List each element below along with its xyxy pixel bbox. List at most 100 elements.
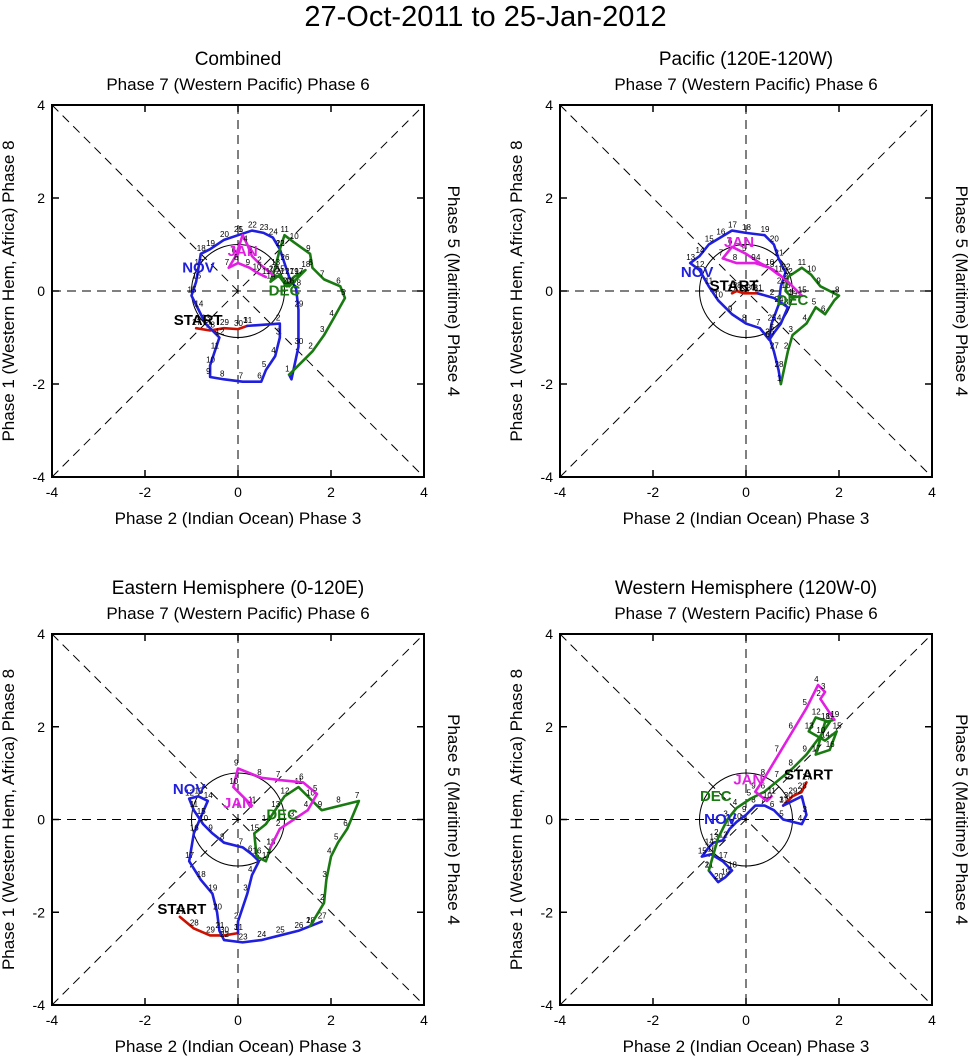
day-label: 7 <box>761 796 766 805</box>
start-label: START <box>157 901 206 918</box>
x-tick-label: 4 <box>928 1012 936 1028</box>
day-label: 30 <box>234 319 243 328</box>
x-tick-label: 0 <box>234 1012 242 1028</box>
panel-title: Combined <box>195 49 282 70</box>
series-line-oct <box>178 915 240 937</box>
day-label: 31 <box>243 316 252 325</box>
day-label: 13 <box>201 314 210 323</box>
day-label: 4 <box>304 800 309 809</box>
day-label: 2 <box>276 819 281 828</box>
right-phase-label: Phase 5 (Maritime) Phase 4 <box>952 714 971 925</box>
day-label: 5 <box>742 244 747 253</box>
month-label: DEC <box>269 283 301 300</box>
day-label: 6 <box>770 800 775 809</box>
x-tick-label: -4 <box>554 484 567 500</box>
y-tick-label: -4 <box>33 469 46 485</box>
day-label: 6 <box>789 721 794 730</box>
day-label: 11 <box>211 341 220 350</box>
y-tick-label: 2 <box>37 719 45 735</box>
day-label: 6 <box>248 844 253 853</box>
day-label: 13 <box>782 281 791 290</box>
day-label: 26 <box>765 328 774 337</box>
day-label: 5 <box>812 297 817 306</box>
y-tick-label: 4 <box>545 626 553 642</box>
start-label: START <box>710 277 759 294</box>
x-tick-label: -4 <box>554 1012 567 1028</box>
day-label: 11 <box>726 819 735 828</box>
day-label: 18 <box>197 870 206 879</box>
day-label: 9 <box>802 745 807 754</box>
day-label: 10 <box>733 812 742 821</box>
day-label: 11 <box>262 267 271 276</box>
x-tick-label: -2 <box>139 484 152 500</box>
y-tick-label: -2 <box>541 376 554 392</box>
day-label: 9 <box>751 782 756 791</box>
day-label: 2 <box>308 341 313 350</box>
day-label: 10 <box>290 232 299 241</box>
x-tick-label: -4 <box>46 484 59 500</box>
day-label: 22 <box>269 265 278 274</box>
day-label: 9 <box>751 253 756 262</box>
day-label: 17 <box>262 851 271 860</box>
day-label: 9 <box>246 258 251 267</box>
day-label: 28 <box>206 321 215 330</box>
day-label: 14 <box>789 288 798 297</box>
day-label: 5 <box>313 784 318 793</box>
day-label: 9 <box>208 823 213 832</box>
month-label: JAN <box>724 234 754 251</box>
y-tick-label: -4 <box>541 469 554 485</box>
day-label: 27 <box>802 772 811 781</box>
y-tick-label: -2 <box>541 904 554 920</box>
y-tick-label: 0 <box>545 283 553 299</box>
day-label: 10 <box>807 265 816 274</box>
series-line-jan <box>753 683 836 803</box>
y-tick-label: 0 <box>545 812 553 828</box>
day-label: 10 <box>306 789 315 798</box>
day-label: 12 <box>276 239 285 248</box>
day-label: 23 <box>239 932 248 941</box>
day-label: 2 <box>770 288 775 297</box>
bottom-phase-label: Phase 2 (Indian Ocean) Phase 3 <box>115 509 362 528</box>
unit-circle <box>699 772 793 867</box>
day-label: 13 <box>271 800 280 809</box>
day-label: 4 <box>814 675 819 684</box>
day-label: 21 <box>276 267 285 276</box>
day-label: 5 <box>802 698 807 707</box>
left-phase-label: Phase 1 (Western Hem, Africa) Phase 8 <box>0 669 18 970</box>
left-phase-label: Phase 1 (Western Hem, Africa) Phase 8 <box>0 140 18 441</box>
day-label: 8 <box>751 796 756 805</box>
day-label: 7 <box>239 372 244 381</box>
day-label: 30 <box>294 337 303 346</box>
day-label: 26 <box>281 253 290 262</box>
day-label: 18 <box>197 244 206 253</box>
day-label: 4 <box>798 814 803 823</box>
day-label: 3 <box>789 325 794 334</box>
day-label: 24 <box>269 228 278 237</box>
figure-title: 27-Oct-2011 to 25-Jan-2012 <box>304 1 667 33</box>
left-phase-label: Phase 1 (Western Hem, Africa) Phase 8 <box>507 140 526 441</box>
top-phase-label: Phase 7 (Western Pacific) Phase 6 <box>614 604 877 623</box>
day-label: 15 <box>197 807 206 816</box>
series-line-oct <box>781 781 808 807</box>
bottom-phase-label: Phase 2 (Indian Ocean) Phase 3 <box>623 1037 870 1056</box>
day-label: 17 <box>185 851 194 860</box>
day-label: 26 <box>294 921 303 930</box>
day-label: 3 <box>770 260 775 269</box>
day-label: 3 <box>248 246 253 255</box>
day-label: 9 <box>306 244 311 253</box>
day-label: 20 <box>770 235 779 244</box>
day-label: 16 <box>707 844 716 853</box>
series-line-nov <box>187 795 324 944</box>
day-label: 10 <box>763 791 772 800</box>
month-label: JAN <box>733 772 763 789</box>
x-tick-label: 2 <box>835 1012 843 1028</box>
y-tick-label: 0 <box>37 283 45 299</box>
day-label: 17 <box>812 745 821 754</box>
month-label: DEC <box>700 788 732 805</box>
y-tick-label: 2 <box>37 190 45 206</box>
day-label: 1 <box>779 796 784 805</box>
day-label: 9 <box>234 758 239 767</box>
day-label: 15 <box>798 286 807 295</box>
day-label: 15 <box>705 235 714 244</box>
day-label: 8 <box>835 286 840 295</box>
